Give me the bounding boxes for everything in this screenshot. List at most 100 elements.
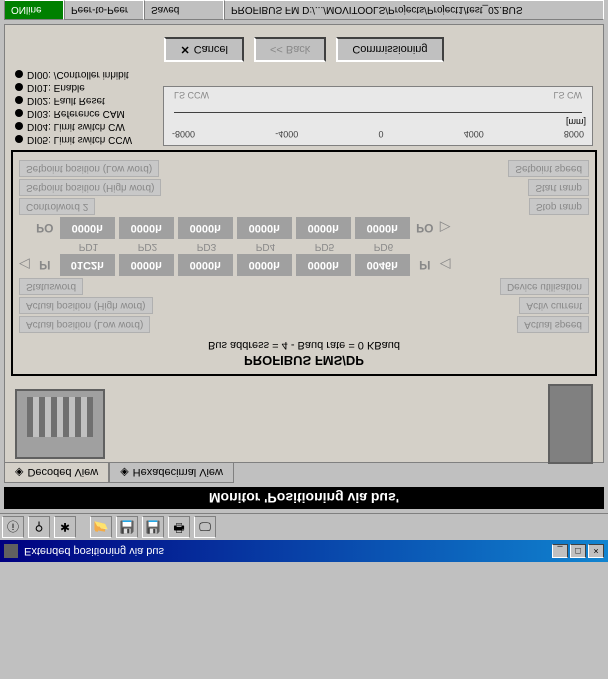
input-labels-2: Actual position (High word) Activ curren… (19, 297, 589, 314)
tool-saveas-icon[interactable]: 💾 (142, 516, 164, 538)
status-peer: Peer-to-Peer (64, 0, 144, 20)
input-labels-3: Statusword Device utilisation (19, 278, 589, 295)
minimize-button[interactable]: _ (552, 544, 568, 558)
lbl-pd5: PD5 (297, 241, 352, 252)
hex-icon: ◈ (120, 466, 128, 479)
back-button[interactable]: << Back (254, 37, 326, 62)
tool-screen-icon[interactable]: 🖵 (194, 516, 216, 538)
tab-decoded[interactable]: ◈ Decoded View (4, 463, 109, 483)
ls-ccw-label: LS CCW (174, 90, 209, 100)
title-bar: Extended positioning via bus _ □ × (0, 540, 608, 562)
led-icon (15, 136, 23, 144)
tool-print-icon[interactable]: 🖶 (168, 516, 190, 538)
tool-open-icon[interactable]: 📂 (90, 516, 112, 538)
lbl-pd2: PD2 (120, 241, 175, 252)
output-labels-3: Setpoint position (Low word) Setpoint sp… (19, 160, 589, 177)
lbl-actcurrent: Activ current (519, 297, 589, 314)
tick-3: 4000 (464, 129, 484, 139)
pd-labels: PD1 PD2 PD3 PD4 PD5 PD6 (19, 241, 589, 252)
pi-label-right: PI (414, 258, 436, 272)
pi-pd3: 0000h (178, 254, 233, 276)
lbl-actspeed: Actual speed (517, 316, 589, 333)
maximize-button[interactable]: □ (570, 544, 586, 558)
cancel-x-icon: ✕ (180, 43, 189, 56)
tick-2: 0 (378, 129, 383, 139)
status-bar: ONline Peer-to-Peer Saved PROFIBUS FM D:… (4, 0, 604, 20)
tool-info-icon[interactable]: ⓘ (2, 516, 24, 538)
drive-image (548, 384, 593, 464)
input-labels-1: Actual position (Low word) Actual speed (19, 316, 589, 333)
tab-hex[interactable]: ◈ Hexadecimal View (109, 463, 234, 483)
po-label-left: PO (34, 221, 56, 235)
io-di01: DI01: Enable (15, 81, 155, 94)
lbl-pd6: PD6 (356, 241, 411, 252)
close-button[interactable]: × (588, 544, 604, 558)
lbl-setpos-low: Setpoint position (Low word) (19, 160, 159, 177)
led-icon (15, 110, 23, 118)
pi-pd4: 0000h (237, 254, 292, 276)
output-labels-2: Setpoint position (High word) Start ramp (19, 179, 589, 196)
main-panel: PROFIBUS FMS/DP Bus address = 4 - Baud r… (4, 24, 604, 463)
po-label-right: PO (414, 221, 436, 235)
lbl-setpos-high: Setpoint position (High word) (19, 179, 161, 196)
led-icon (15, 97, 23, 105)
io-list: DI05: Limit switch CCW DI04: Limit switc… (15, 68, 155, 146)
lbl-actpos-low: Actual position (Low word) (19, 316, 150, 333)
status-path: PROFIBUS FM D:/.../MOVITOOLS/Projects/Pr… (224, 0, 604, 20)
commissioning-button[interactable]: Commissioning (336, 37, 443, 62)
tab-hex-label: Hexadecimal View (133, 467, 223, 479)
io-di04: DI04: Limit switch CW (15, 120, 155, 133)
arrow-left-icon: ◁ (19, 257, 30, 274)
po-pd2: 0000h (119, 217, 174, 239)
io-panel: DI05: Limit switch CCW DI04: Limit switc… (15, 68, 593, 146)
lbl-actpos-high: Actual position (High word) (19, 297, 153, 314)
lbl-pd4: PD4 (238, 241, 293, 252)
cancel-button[interactable]: ✕ Cancel (164, 37, 243, 62)
io-di00: DI00: /Controller inhibit (15, 68, 155, 81)
app-icon (4, 544, 18, 558)
tick-1: -4000 (275, 129, 298, 139)
status-online: ONline (4, 0, 64, 20)
button-row: ✕ Cancel << Back Commissioning (17, 37, 591, 62)
bus-info: Bus address = 4 - Baud rate = 0 KBaud (19, 339, 589, 351)
tick-0: -8000 (172, 129, 195, 139)
bus-name: PROFIBUS FMS/DP (19, 353, 589, 368)
bus-diagram: PROFIBUS FMS/DP Bus address = 4 - Baud r… (11, 150, 597, 376)
io-di03: DI03: Reference CAM (15, 107, 155, 120)
lbl-pd3: PD3 (179, 241, 234, 252)
timeline-unit: [mm] (566, 117, 586, 127)
ls-cw-label: LS CW (553, 90, 582, 100)
window-title: Extended positioning via bus (24, 545, 164, 557)
toolbar: ⓘ ⚲ ✱ 📂 💾 💾 🖶 🖵 (0, 513, 608, 540)
led-icon (15, 71, 23, 79)
timeline-axis (174, 112, 582, 113)
io-di05: DI05: Limit switch CCW (15, 133, 155, 146)
lbl-devutil: Device utilisation (500, 278, 589, 295)
po-pd6: 0000h (355, 217, 410, 239)
pi-pd6: 0046h (355, 254, 410, 276)
plc-image (15, 389, 105, 459)
output-labels-1: Controlword 2 Stop ramp (19, 198, 589, 215)
pi-pd1: 01C2h (60, 254, 115, 276)
po-pd3: 0000h (178, 217, 233, 239)
tool-save-icon[interactable]: 💾 (116, 516, 138, 538)
pi-label-left: PI (34, 258, 56, 272)
led-icon (15, 123, 23, 131)
lbl-stopramp: Stop ramp (529, 198, 589, 215)
po-pd1: 0000h (60, 217, 115, 239)
arrow-left-icon-2: ◁ (440, 257, 451, 274)
tab-strip: ◈ Decoded View ◈ Hexadecimal View (4, 463, 604, 483)
lbl-setspeed: Setpoint speed (508, 160, 589, 177)
led-icon (15, 84, 23, 92)
tab-decoded-label: Decoded View (27, 467, 98, 479)
monitor-title: Monitor 'Positioning via bus' (4, 487, 604, 509)
tool-config-icon[interactable]: ✱ (54, 516, 76, 538)
io-di02: DI02: Fault Reset (15, 94, 155, 107)
po-row: ▷ PO 0000h 0000h 0000h 0000h 0000h 0000h… (19, 217, 589, 239)
po-pd5: 0000h (296, 217, 351, 239)
tick-4: 8000 (564, 129, 584, 139)
lbl-startramp: Start ramp (528, 179, 589, 196)
tool-link-icon[interactable]: ⚲ (28, 516, 50, 538)
lbl-pd1: PD1 (61, 241, 116, 252)
lbl-statusword: Statusword (19, 278, 83, 295)
